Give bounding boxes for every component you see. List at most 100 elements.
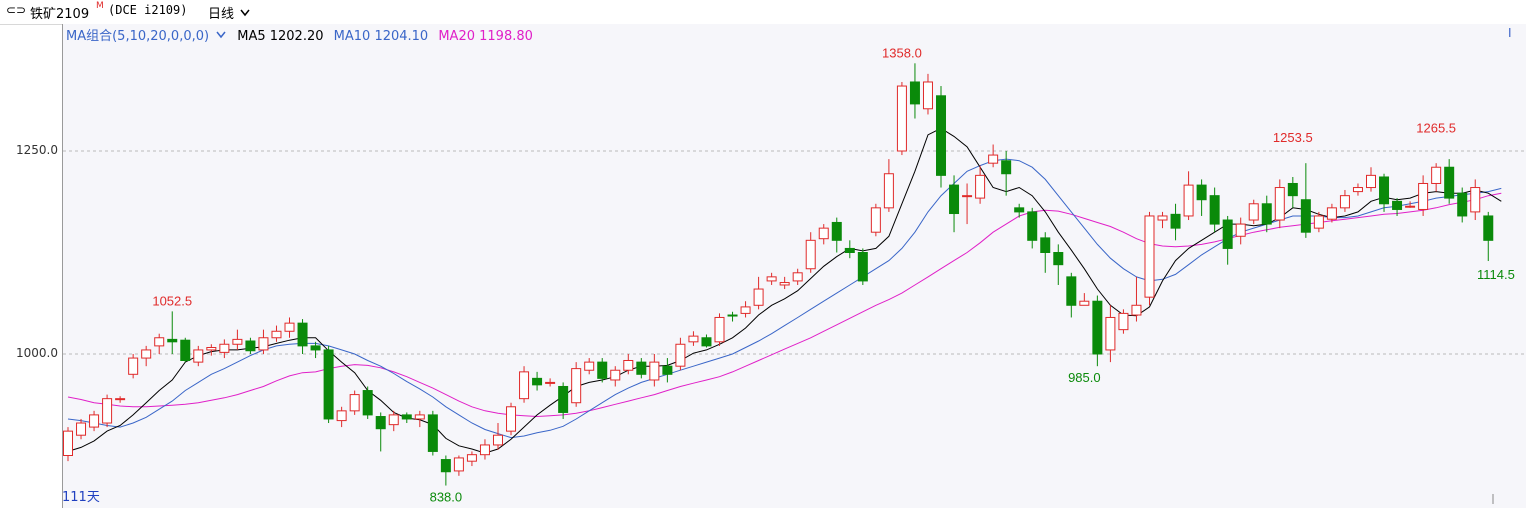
candle [1157, 211, 1168, 229]
candle-body [727, 314, 738, 317]
annotation-1114.5: 1114.5 [1477, 267, 1515, 282]
candle-body [1040, 237, 1051, 254]
candle-body [753, 288, 764, 306]
candle [1222, 215, 1233, 265]
candle-body [818, 227, 829, 240]
candle-body [1131, 304, 1142, 316]
candle [1196, 179, 1207, 216]
plot-area[interactable] [62, 24, 1526, 508]
candle-body [662, 365, 673, 375]
candle-body [1248, 203, 1259, 221]
candle-body [1379, 176, 1390, 205]
candle [818, 224, 829, 245]
annotation-1358.0: 1358.0 [882, 45, 922, 60]
symbol-name[interactable]: 铁矿2109 [30, 7, 90, 22]
candle [102, 394, 113, 428]
candle-body [1105, 316, 1116, 351]
candle [180, 337, 191, 363]
candle-body [1418, 182, 1429, 210]
candle [1392, 198, 1403, 216]
candle-body [870, 207, 881, 233]
candle-body [245, 340, 256, 352]
candle [219, 339, 230, 359]
candle-body [466, 454, 477, 462]
candle-body [701, 337, 712, 347]
candle [597, 358, 608, 383]
annotation-1265.5: 1265.5 [1416, 120, 1456, 135]
candle-body [1235, 223, 1246, 237]
candle [1209, 187, 1220, 233]
candle [414, 410, 425, 428]
candle [766, 272, 777, 285]
candle [63, 427, 73, 462]
candle-body [988, 154, 999, 164]
candle-body [271, 330, 282, 339]
candle-body [1183, 184, 1194, 217]
candle-body [1287, 182, 1298, 197]
candle [479, 439, 490, 460]
candle [232, 329, 243, 350]
candle-body [1261, 203, 1272, 225]
candle-body [545, 381, 556, 384]
candle [558, 382, 569, 419]
candle [193, 345, 204, 367]
candle [362, 386, 373, 419]
candle [1470, 179, 1481, 221]
candle-body [1092, 300, 1103, 355]
candle [571, 362, 582, 407]
candle-body [1339, 195, 1350, 209]
candle-body [1001, 160, 1012, 175]
candle-body [297, 322, 308, 347]
candle-body [76, 422, 87, 436]
contract-badge: M [96, 1, 104, 11]
candle [349, 390, 360, 415]
candle-body [89, 414, 100, 428]
candle-body [180, 339, 191, 361]
candle-body [427, 414, 438, 452]
day-count-label: 111天 [62, 490, 100, 505]
chevron-down-icon [216, 31, 226, 39]
candle [1001, 151, 1012, 196]
candle-body [1209, 195, 1220, 225]
candle [1131, 276, 1142, 322]
candle-body [766, 276, 777, 282]
ma-group-selector[interactable]: MA组合(5,10,20,0,0,0) [66, 29, 227, 44]
candle [623, 354, 634, 375]
candle [336, 406, 347, 428]
candle [89, 410, 100, 432]
candle [936, 86, 947, 188]
candle-body [610, 369, 621, 381]
candle [975, 165, 986, 204]
candle [1027, 207, 1038, 249]
candle-body [805, 239, 816, 270]
candle-body [310, 345, 321, 351]
candle [688, 331, 699, 346]
period-label: 日线 [208, 7, 235, 22]
candle [1105, 305, 1116, 363]
candle-body [284, 322, 295, 332]
candle-body [1444, 166, 1455, 199]
candle [388, 410, 399, 432]
period-selector[interactable]: 日线 [208, 3, 250, 22]
candle-body [1157, 215, 1168, 221]
candle [506, 402, 517, 436]
candle-body [154, 337, 165, 347]
candle [1366, 167, 1376, 192]
candle [701, 334, 712, 348]
candle-body [688, 335, 699, 343]
y-tick-label-1250: 1250.0 [16, 143, 58, 157]
candle-body [740, 306, 751, 314]
candle [532, 371, 543, 391]
candle [1248, 199, 1259, 225]
candle [949, 175, 960, 233]
candle-body [414, 414, 425, 420]
candle [649, 354, 660, 387]
candle-body [63, 430, 73, 457]
candle-body [1300, 199, 1311, 233]
candle-body [375, 416, 386, 430]
link-icon[interactable]: ⊂⊃ [6, 3, 27, 17]
candle [1313, 211, 1324, 233]
annotation-985.0: 985.0 [1068, 370, 1101, 385]
candle-body [1222, 219, 1233, 249]
annotation-1253.5: 1253.5 [1273, 130, 1313, 145]
